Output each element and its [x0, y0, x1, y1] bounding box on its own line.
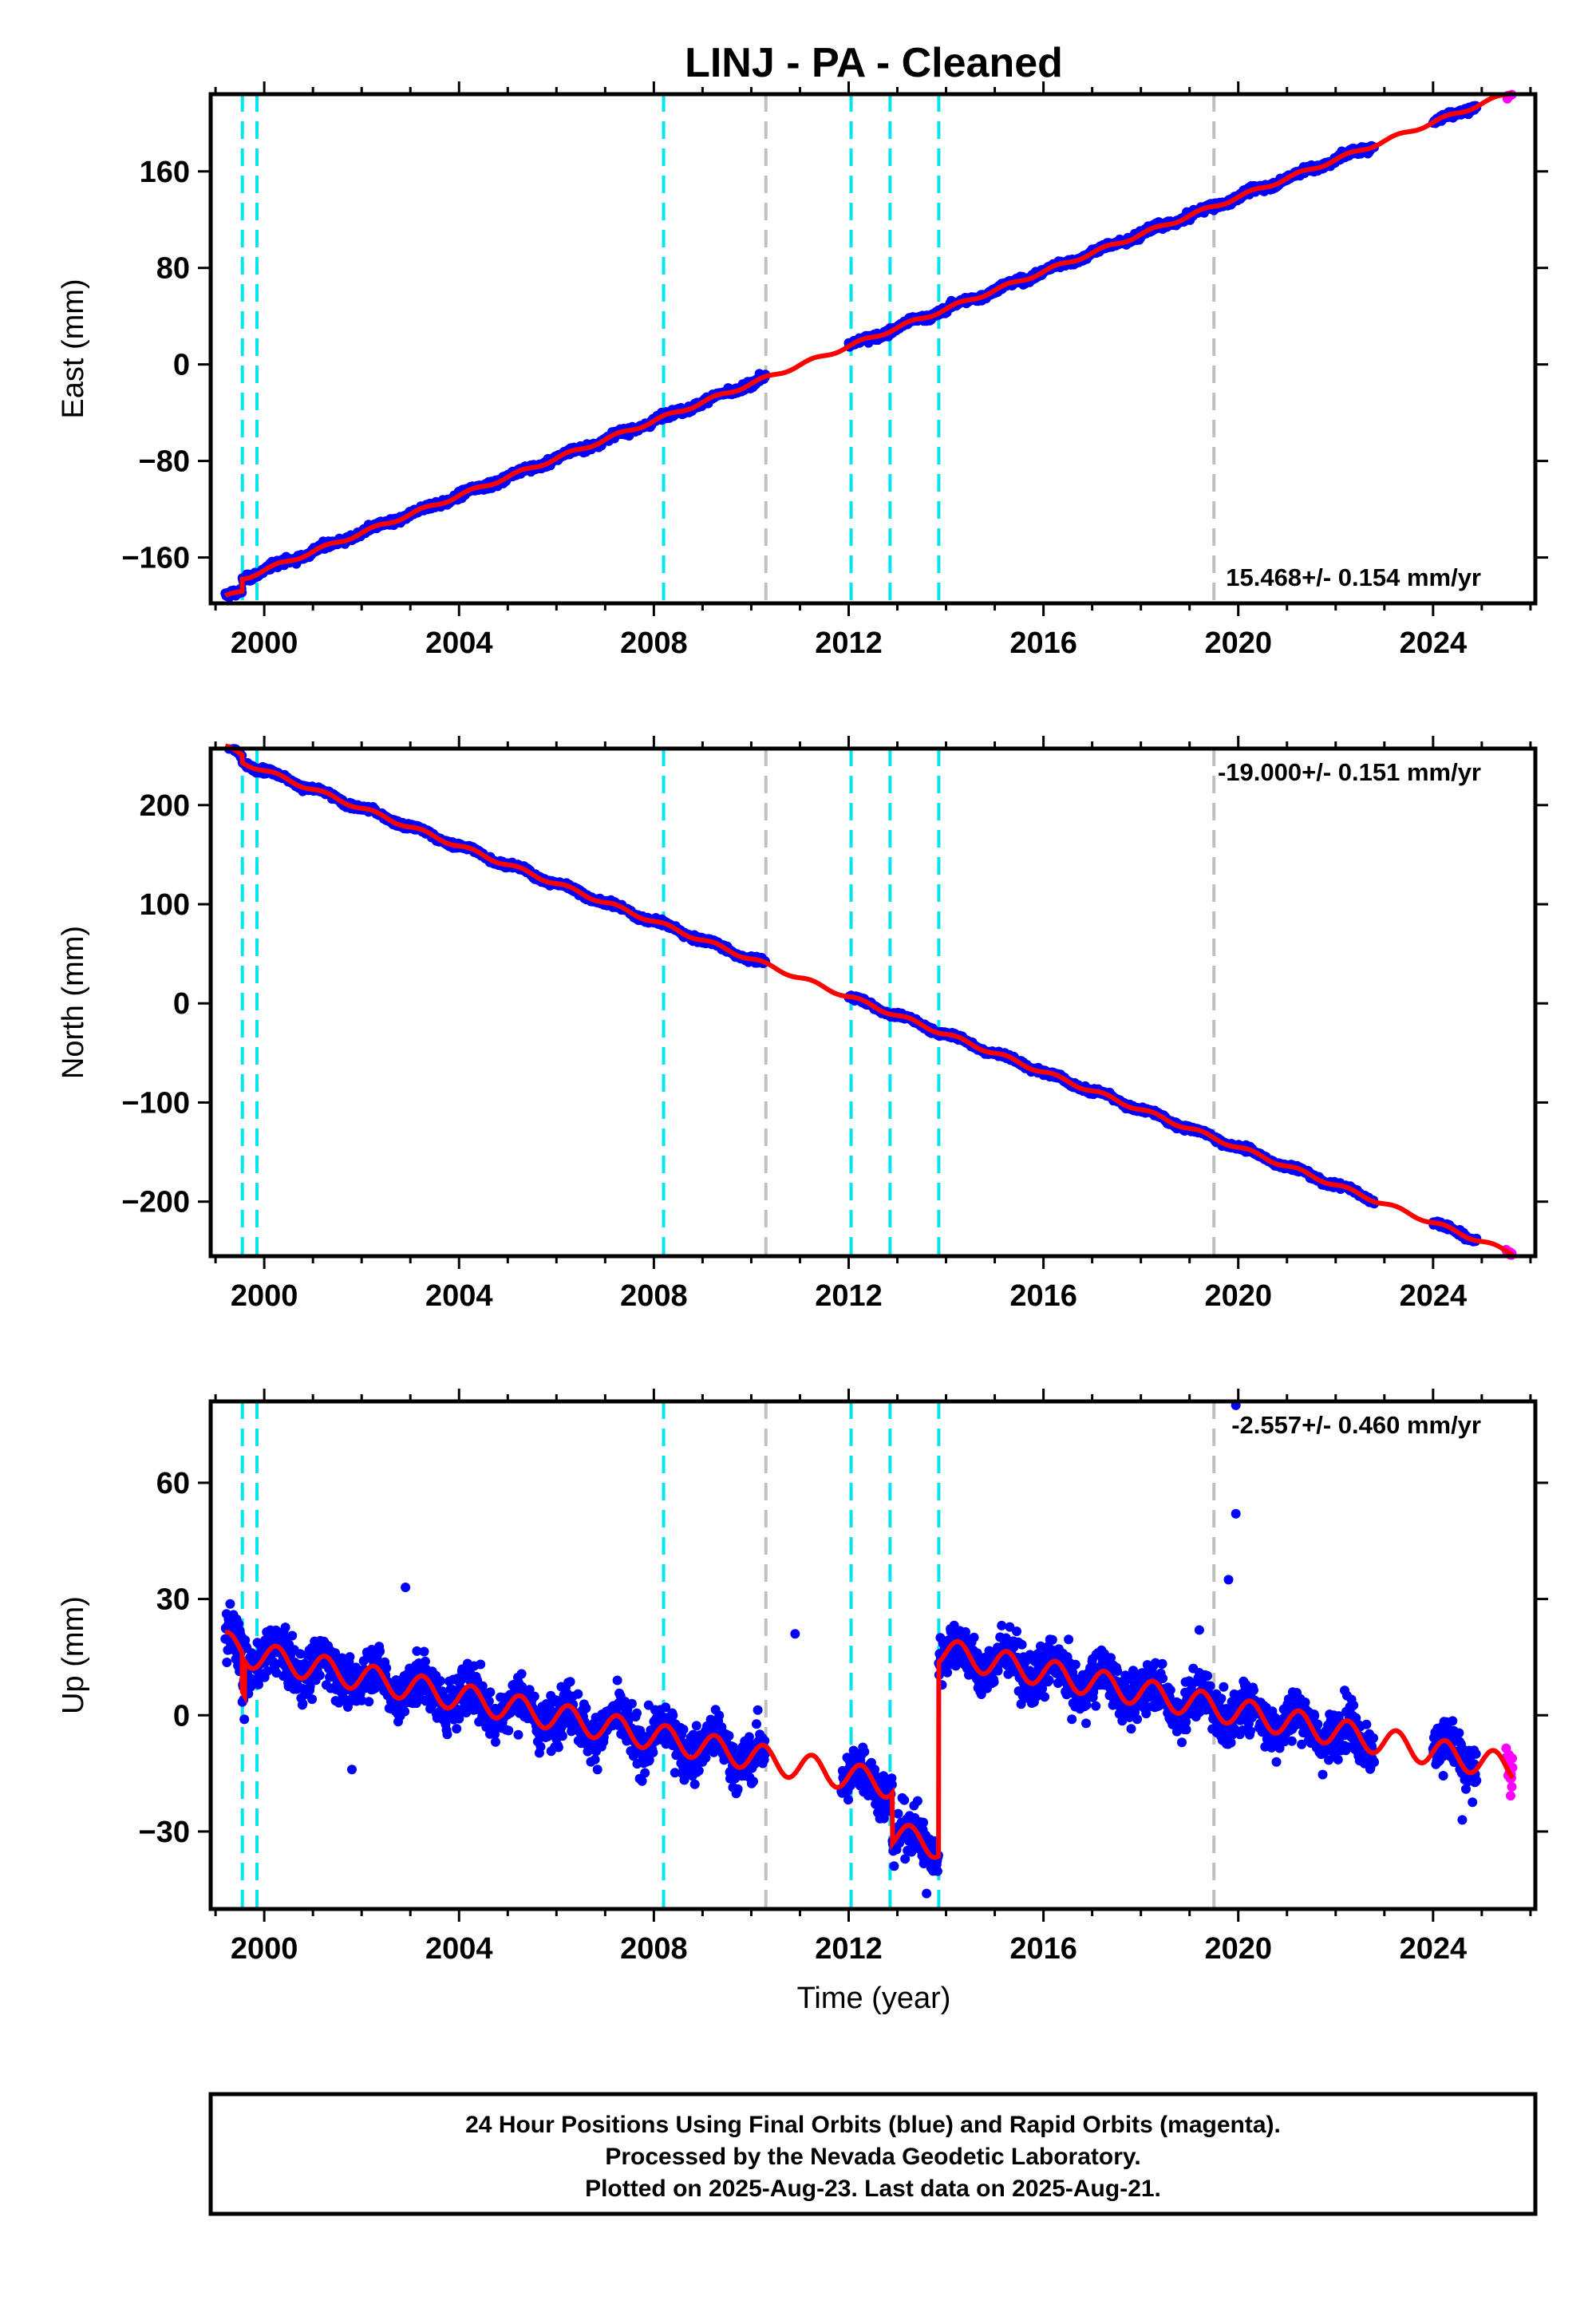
- y-tick-label: −160: [121, 542, 190, 575]
- y-tick-label: 0: [173, 349, 190, 382]
- x-tick-label: 2016: [1009, 626, 1077, 660]
- velocity-label: 15.468+/- 0.154 mm/yr: [1226, 563, 1481, 591]
- y-tick-label: 160: [140, 156, 190, 189]
- x-tick-label: 2008: [620, 626, 688, 660]
- x-tick-label: 2004: [425, 626, 493, 660]
- y-tick-label: −80: [139, 445, 190, 479]
- y-axis-label: East (mm): [57, 279, 90, 418]
- plot-frame: [208, 92, 1538, 606]
- x-tick-label: 2024: [1400, 626, 1468, 660]
- y-tick-label: 80: [156, 252, 190, 286]
- x-tick-label: 2000: [231, 626, 298, 660]
- x-tick-label: 2020: [1204, 626, 1272, 660]
- east-panel: 2000 2004 2008 2012 2016 2020 2024 −160 −80 0 80 16…: [57, 81, 1548, 660]
- chart-title: LINJ - PA - Cleaned: [685, 40, 1063, 86]
- x-tick-label: 2012: [815, 626, 883, 660]
- north-panel: 2000 2004 2008 2012 2016 2020 2024−200−1000100…: [57, 736, 1548, 1313]
